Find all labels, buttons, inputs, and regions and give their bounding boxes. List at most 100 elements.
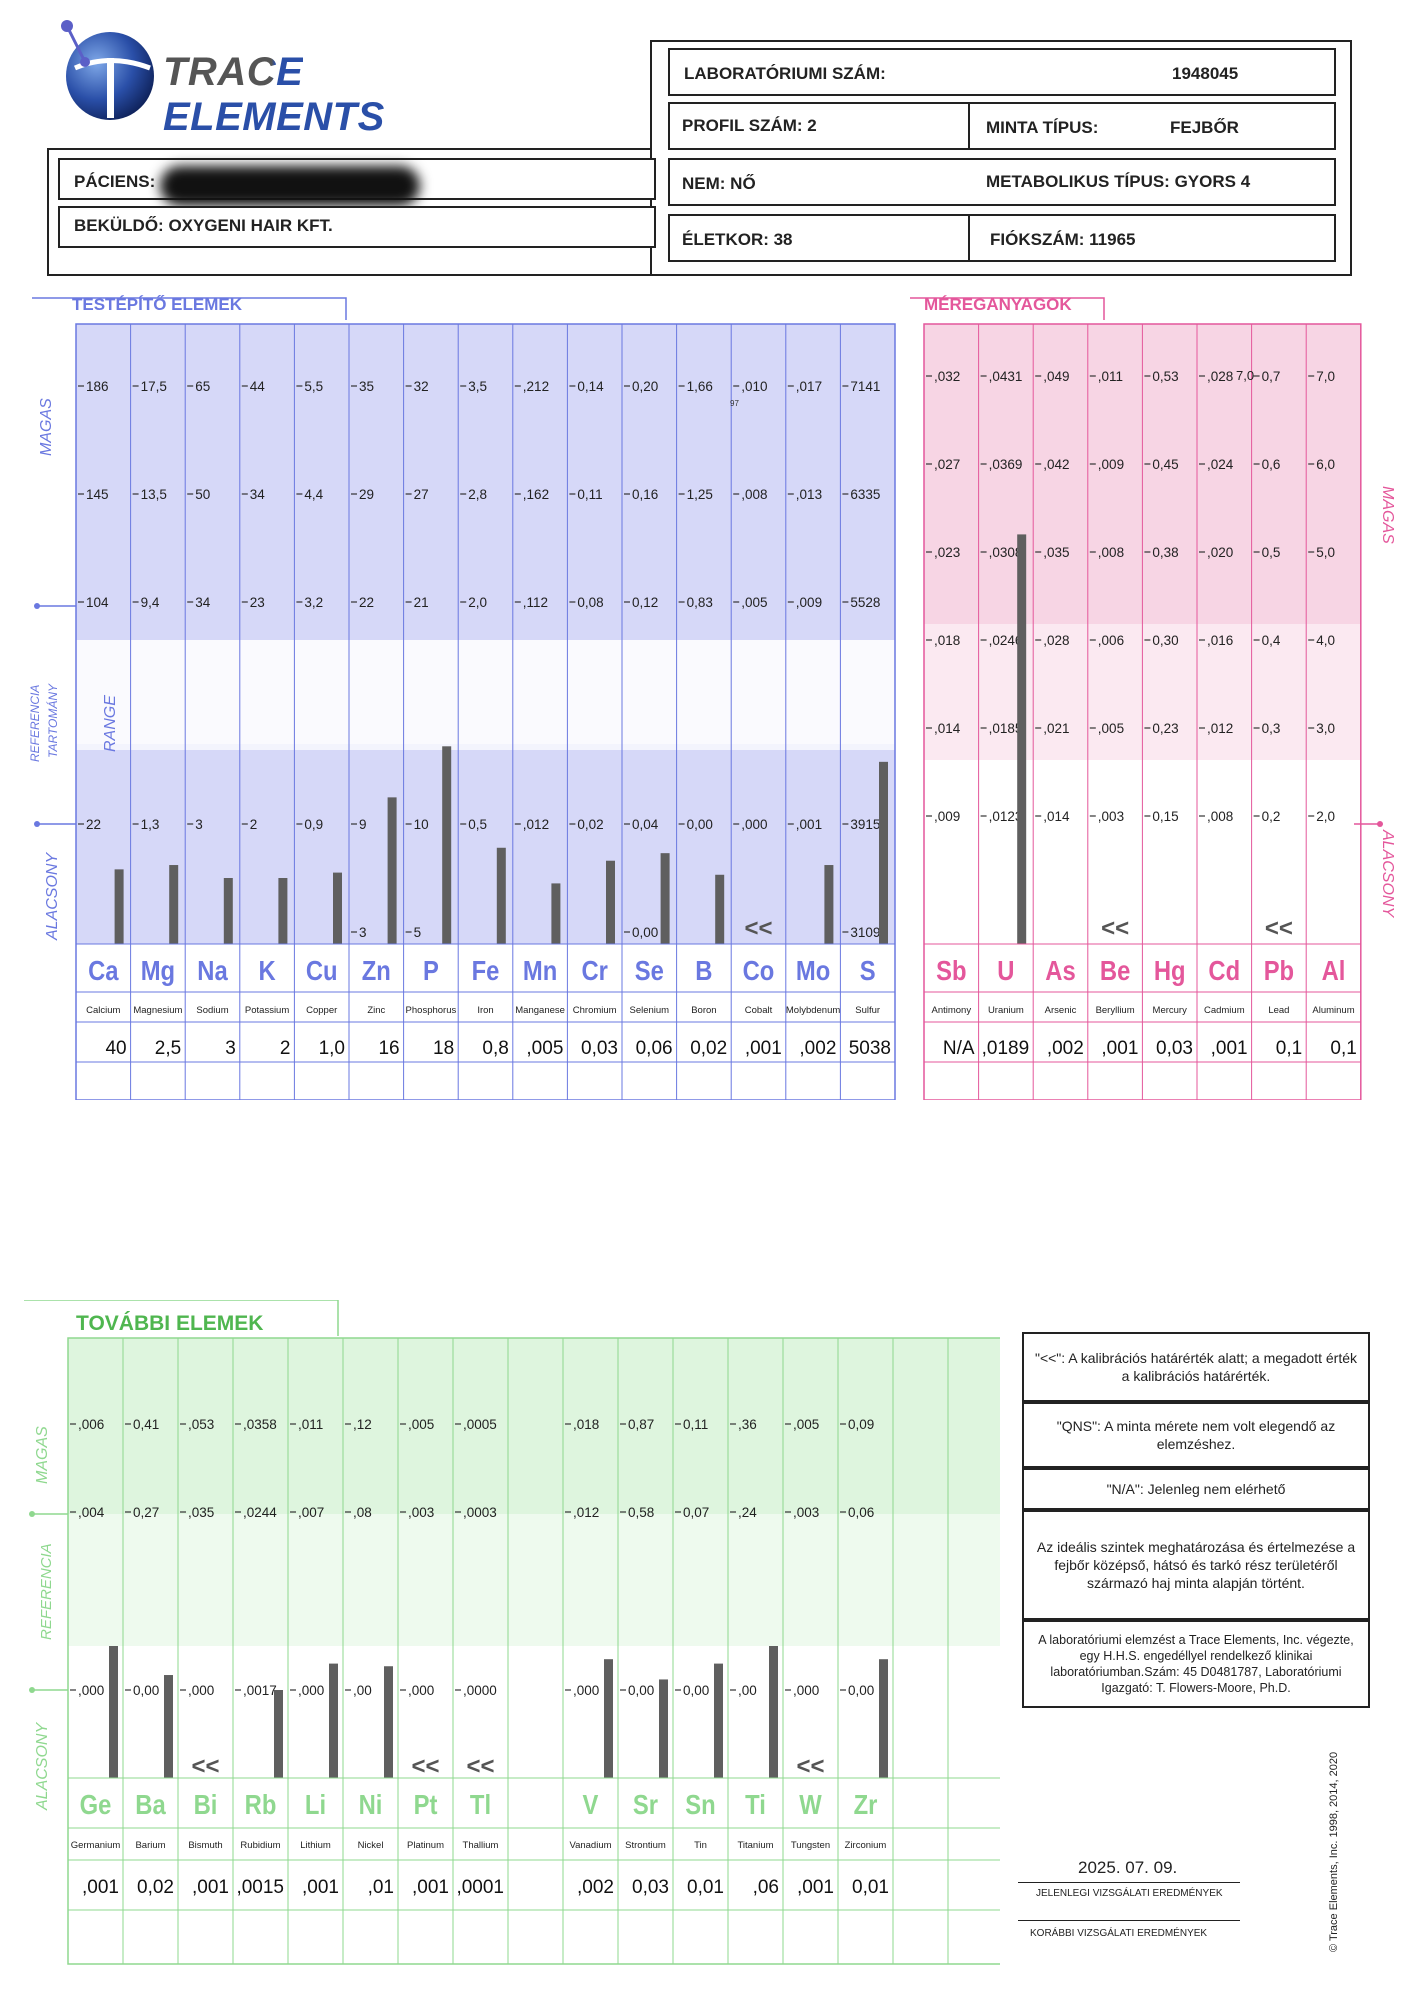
nutrient-tick-label: ,162 xyxy=(523,487,549,502)
toxic-tick-label: ,014 xyxy=(934,721,961,736)
nutrient-symbol: Mo xyxy=(796,954,830,986)
nutrient-tick-label: 0,5 xyxy=(468,817,487,832)
nutrient-tick-label: ,212 xyxy=(523,379,549,394)
nutrient-bar xyxy=(169,865,179,944)
lead-stray-label: 7,0 xyxy=(1236,368,1254,383)
nutrient-tick-label: 29 xyxy=(359,487,374,502)
additional-bar xyxy=(769,1646,778,1778)
nutrient-ref-mid xyxy=(76,640,895,744)
nutrient-tick-label: ,017 xyxy=(796,379,822,394)
additional-below-marker: << xyxy=(466,1753,494,1780)
nutrient-bar xyxy=(333,872,342,944)
nutrient-result: ,002 xyxy=(799,1038,836,1059)
additional-tick-label: ,0017 xyxy=(243,1683,277,1698)
toxic-result: 0,1 xyxy=(1330,1038,1356,1059)
nutrient-tick-label: 7141 xyxy=(850,379,880,394)
additional-high-label: MAGAS xyxy=(34,1426,51,1484)
toxic-tick-label: 6,0 xyxy=(1316,457,1335,472)
nutrient-tick-label: 4,4 xyxy=(304,487,323,502)
nutrient-result: 0,02 xyxy=(690,1038,727,1059)
toxic-tick-label: ,008 xyxy=(1098,545,1124,560)
lab-number-box: LABORATÓRIUMI SZÁM: 1948045 xyxy=(668,48,1336,96)
additional-name: Lithium xyxy=(300,1840,331,1851)
age-box: ÉLETKOR: 38 xyxy=(668,214,970,262)
nutrient-tick-label: 1,3 xyxy=(141,817,160,832)
additional-tick-label: 0,41 xyxy=(133,1417,159,1432)
toxic-tick-label: ,003 xyxy=(1098,809,1124,824)
nutrient-bar xyxy=(442,746,452,944)
nutrient-tick-label: 0,14 xyxy=(577,379,604,394)
nutrient-tick-label: 0,00 xyxy=(687,817,713,832)
sex-box: NEM: NŐ METABOLIKUS TÍPUS: GYORS 4 xyxy=(668,158,1336,206)
additional-name: Strontium xyxy=(625,1840,666,1851)
nutrient-result: 0,03 xyxy=(581,1038,618,1059)
current-results-line xyxy=(1018,1882,1240,1883)
additional-tick-label: 0,07 xyxy=(683,1505,709,1520)
nutrient-tick-label: 0,20 xyxy=(632,379,658,394)
nutrient-name: Zinc xyxy=(367,1005,385,1016)
note-na: "N/A": Jelenleg nem elérhető xyxy=(1022,1468,1370,1510)
nutrient-bar xyxy=(496,847,506,944)
additional-name: Barium xyxy=(135,1840,165,1851)
additional-result: ,001 xyxy=(82,1877,119,1898)
toxic-tick-label: ,028 xyxy=(1207,369,1233,384)
additional-result: ,001 xyxy=(302,1877,339,1898)
nutrient-tick-label: 0,16 xyxy=(632,487,658,502)
nutrient-bar xyxy=(387,797,397,944)
profile-box: PROFIL SZÁM: 2 xyxy=(668,102,970,150)
logo-globe-icon xyxy=(61,20,154,120)
toxic-result: ,001 xyxy=(1211,1038,1248,1059)
additional-bar xyxy=(109,1646,118,1778)
nutrient-tick-label: 3915 xyxy=(850,817,880,832)
additional-symbol: Zr xyxy=(854,1788,878,1820)
toxic-tick-label: ,027 xyxy=(934,457,960,472)
additional-bar xyxy=(714,1663,723,1778)
additional-tick-label: ,018 xyxy=(573,1417,599,1432)
ref-top-dot xyxy=(34,603,40,609)
nutrient-tick-label: ,009 xyxy=(796,595,822,610)
toxic-tick-label: 0,4 xyxy=(1262,633,1281,648)
nutrient-result: 2,5 xyxy=(155,1038,181,1059)
additional-tick-label: ,0000 xyxy=(463,1683,497,1698)
additional-tick-label: ,00 xyxy=(738,1683,757,1698)
copyright: © Trace Elements, Inc. 1998, 2014, 2020 xyxy=(1328,1751,1340,1952)
toxic-symbol: Pb xyxy=(1264,954,1294,986)
additional-symbol: Pt xyxy=(414,1788,438,1820)
toxic-tick-label: 0,2 xyxy=(1262,809,1281,824)
nutrient-range-label: RANGE xyxy=(102,695,119,752)
additional-elements-chart: TOVÁBBI ELEMEK ,006 ,004 ,000 Ge Germanium ,00… xyxy=(24,1300,1000,1965)
nutrient-tick-label: 32 xyxy=(414,379,429,394)
additional-result: ,01 xyxy=(368,1877,394,1898)
toxic-below-marker: << xyxy=(1101,915,1129,942)
nutrient-bar xyxy=(606,860,615,944)
additional-tick-label: ,003 xyxy=(793,1505,819,1520)
toxic-tick-label: ,011 xyxy=(1098,369,1123,384)
nutrient-section-title: TESTÉPÍTŐ ELEMEK xyxy=(72,295,243,314)
nutrient-bar xyxy=(223,878,233,944)
additional-tick-label: ,011 xyxy=(298,1417,323,1432)
toxic-tick-label: 0,6 xyxy=(1262,457,1281,472)
toxic-result: ,001 xyxy=(1101,1038,1138,1059)
additional-below-marker: << xyxy=(191,1753,219,1780)
toxic-symbol: Be xyxy=(1100,954,1130,986)
nutrient-symbol: Fe xyxy=(472,954,500,986)
additional-tick-label: 0,06 xyxy=(848,1505,874,1520)
additional-result: 0,02 xyxy=(137,1877,174,1898)
nutrient-result: 18 xyxy=(433,1038,454,1059)
additional-name: Bismuth xyxy=(188,1840,222,1851)
note-below-calibration: "<<": A kalibrációs határérték alatt; a … xyxy=(1022,1332,1370,1402)
nutrient-name: Calcium xyxy=(86,1005,120,1016)
sample-type-value: FEJBŐR xyxy=(1170,118,1239,137)
nutrient-frame xyxy=(75,323,896,1100)
cobalt-stray-mark: 97 xyxy=(730,399,739,408)
toxic-tick-label: 7,0 xyxy=(1316,369,1335,384)
toxic-tick-label: ,0185 xyxy=(989,721,1023,736)
sender-box: BEKÜLDŐ: OXYGENI HAIR KFT. xyxy=(58,206,656,248)
toxic-symbol: Cd xyxy=(1208,954,1240,986)
toxic-tick-label: ,012 xyxy=(1207,721,1233,736)
logo-text-bind: TRACE ELEMENTS xyxy=(163,50,385,139)
toxic-symbol: As xyxy=(1045,954,1075,986)
drawer-box: FIÓKSZÁM: 11965 xyxy=(968,214,1336,262)
additional-tick-label: ,000 xyxy=(188,1683,214,1698)
additional-tick-label: 0,00 xyxy=(683,1683,709,1698)
